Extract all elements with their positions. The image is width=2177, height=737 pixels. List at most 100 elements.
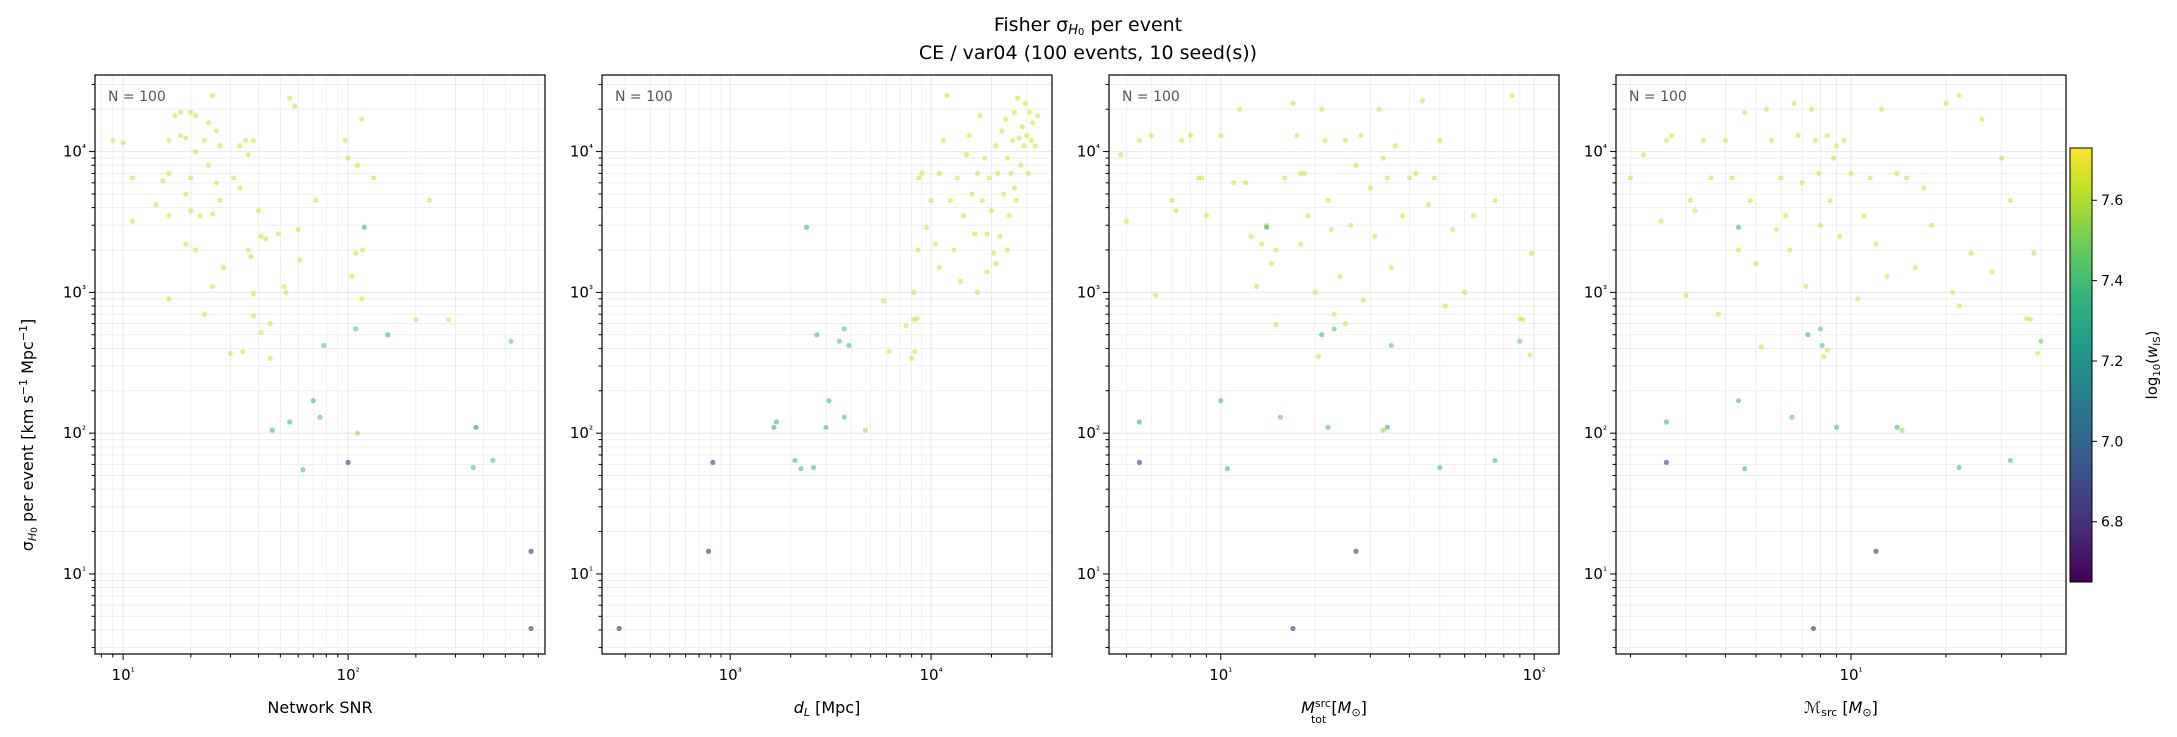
data-point — [1419, 98, 1426, 104]
x-axis-label-part: ] — [1361, 698, 1367, 717]
data-point — [1353, 162, 1359, 168]
data-point — [999, 128, 1005, 134]
data-point — [1325, 424, 1331, 430]
data-point — [1894, 424, 1900, 430]
data-point — [1741, 109, 1748, 115]
data-point — [188, 208, 194, 214]
colorbar-label-part: 10 — [2152, 364, 2163, 377]
y-tick-label: 10⁴ — [63, 143, 86, 161]
data-point — [248, 253, 254, 260]
data-point — [1169, 197, 1175, 204]
data-point — [2038, 338, 2044, 344]
x-tick-label-base: 10 — [1209, 666, 1228, 684]
data-point — [1729, 175, 1735, 181]
colorbar-label-part: ) — [2143, 331, 2161, 337]
data-point — [836, 338, 843, 344]
data-point — [1282, 175, 1288, 181]
n-events-annotation: N = 100 — [108, 89, 166, 105]
data-point — [313, 197, 319, 204]
data-point — [1342, 137, 1349, 144]
x-axis-label-part: [Mpc] — [810, 698, 860, 717]
data-point — [986, 175, 992, 181]
data-point — [1015, 95, 1021, 101]
y-tick-label: 10² — [1077, 424, 1100, 442]
data-point — [997, 233, 1003, 239]
x-axis-label-part: [ — [1326, 698, 1337, 717]
x-axis-label-part: M — [1849, 698, 1863, 717]
data-point — [227, 350, 234, 356]
data-point — [880, 298, 887, 304]
y-tick-label: 10³ — [1077, 283, 1100, 301]
data-point — [1253, 283, 1260, 290]
data-point — [1001, 191, 1007, 197]
colorbar-label-part: ( — [2143, 358, 2161, 364]
x-axis-label: Network SNR — [267, 698, 372, 717]
data-point — [616, 625, 622, 632]
data-point — [221, 264, 227, 271]
data-point — [210, 211, 216, 217]
data-point — [1979, 116, 1985, 122]
data-point — [1741, 466, 1748, 472]
x-tick-label: 10² — [337, 666, 360, 684]
data-point — [1123, 218, 1130, 224]
data-point — [245, 247, 251, 253]
data-point — [903, 323, 909, 329]
y-tick-label-exp: ² — [1096, 425, 1100, 436]
x-axis-label-part: ⊙ — [1351, 706, 1360, 719]
data-point — [1325, 197, 1331, 204]
data-point — [166, 296, 172, 302]
data-point — [217, 197, 223, 204]
data-point — [1817, 222, 1824, 228]
data-point — [2034, 350, 2041, 356]
data-point — [1312, 289, 1318, 295]
x-tick-label: 10¹ — [1209, 666, 1232, 684]
colorbar-tick-label: 7.2 — [2101, 354, 2123, 370]
data-point — [1425, 202, 1432, 208]
data-point — [1700, 137, 1706, 144]
data-point — [1399, 213, 1406, 219]
data-point — [1928, 222, 1935, 228]
data-point — [1817, 326, 1824, 332]
data-point — [267, 355, 273, 361]
data-point — [1747, 197, 1754, 204]
data-point — [177, 109, 184, 115]
y-tick-label: 10³ — [570, 283, 593, 301]
y-tick-label-base: 10 — [1077, 143, 1096, 161]
data-point — [977, 113, 983, 119]
data-point — [1003, 116, 1009, 122]
data-point — [1836, 233, 1843, 239]
y-tick-label-exp: ³ — [1603, 284, 1607, 295]
data-point — [258, 233, 264, 239]
y-tick-label-exp: ⁴ — [589, 143, 593, 154]
data-point — [1735, 247, 1742, 253]
data-point — [275, 231, 282, 237]
data-point — [250, 313, 257, 319]
x-axis-label: Msrc tot [M⊙] — [1301, 697, 1367, 727]
data-point — [1437, 137, 1443, 144]
data-point — [371, 175, 377, 181]
data-point — [982, 155, 988, 161]
data-point — [1298, 170, 1304, 177]
data-point — [814, 332, 820, 338]
data-point — [823, 424, 829, 430]
data-point — [1830, 155, 1837, 161]
data-point — [1715, 311, 1722, 317]
x-tick-label-base: 10 — [337, 666, 356, 684]
data-point — [771, 424, 777, 430]
data-point — [295, 226, 301, 233]
data-point — [470, 464, 476, 471]
data-point — [1803, 283, 1809, 290]
data-point — [1019, 124, 1026, 130]
data-point — [349, 273, 355, 279]
data-point — [359, 116, 365, 122]
y-tick-label: 10⁴ — [1584, 143, 1607, 161]
data-point — [1808, 106, 1815, 112]
data-point — [1763, 106, 1770, 112]
data-point — [1380, 427, 1386, 433]
x-tick-label-exp: ¹ — [1228, 667, 1232, 678]
y-tick-label: 10⁴ — [1077, 143, 1100, 161]
y-tick-label-exp: ⁴ — [82, 143, 86, 154]
data-point — [1687, 197, 1694, 204]
x-tick-label-exp: ² — [1542, 667, 1546, 678]
data-point — [300, 467, 306, 473]
